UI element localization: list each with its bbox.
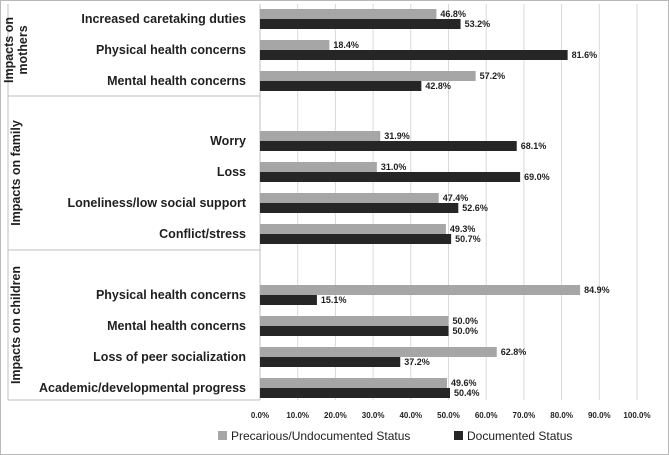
data-label: 50.0% (453, 326, 479, 336)
bar-precarious (260, 131, 381, 141)
bar-precarious (260, 162, 377, 172)
x-tick-label: 70.0% (513, 411, 536, 420)
group-label: Impacts on family (9, 120, 23, 226)
data-label: 50.4% (454, 388, 480, 398)
group-label: Impacts onmothers (2, 17, 30, 83)
bar-documented (260, 50, 568, 60)
x-tick-label: 80.0% (550, 411, 573, 420)
data-label: 52.6% (462, 203, 488, 213)
x-axis-ticks: 0.0% 10.0% 20.0% 30.0% 40.0% 50.0% 60.0% 70.0% 8… (251, 411, 651, 420)
legend-swatch-documented (454, 431, 463, 440)
data-label: 84.9% (584, 285, 610, 295)
bar-precarious (260, 40, 330, 50)
bar-documented (260, 234, 452, 244)
bar-precarious (260, 224, 446, 234)
category-label: Physical health concerns (96, 288, 246, 302)
x-tick-label: 60.0% (475, 411, 498, 420)
category-label: Loss of peer socialization (93, 350, 246, 364)
bar-precarious (260, 285, 581, 295)
bar-documented (260, 388, 451, 398)
category-label: Loneliness/low social support (67, 196, 246, 210)
x-tick-label: 50.0% (437, 411, 460, 420)
category-label: Mental health concerns (107, 319, 246, 333)
data-label: 46.8% (440, 9, 466, 19)
category-label: Worry (210, 134, 246, 148)
bar-layer (260, 9, 581, 398)
data-label: 50.7% (455, 234, 481, 244)
data-label: 50.0% (453, 316, 479, 326)
data-label: 69.0% (524, 172, 550, 182)
x-tick-label: 90.0% (588, 411, 611, 420)
data-label: 31.9% (384, 131, 410, 141)
group-label: Impacts on children (9, 266, 23, 384)
data-label: 31.0% (381, 162, 407, 172)
bar-precarious (260, 378, 447, 388)
data-label: 42.8% (425, 81, 451, 91)
data-label: 15.1% (321, 295, 347, 305)
x-tick-label: 100.0% (623, 411, 650, 420)
data-label: 49.3% (450, 224, 476, 234)
category-label: Physical health concerns (96, 43, 246, 57)
category-label: Loss (217, 165, 246, 179)
separator-layer (7, 4, 260, 401)
bar-precarious (260, 316, 449, 326)
data-label: 18.4% (333, 40, 359, 50)
data-label: 57.2% (480, 71, 506, 81)
x-tick-label: 30.0% (362, 411, 385, 420)
data-label: 47.4% (443, 193, 469, 203)
category-label: Increased caretaking duties (81, 12, 246, 26)
data-label: 81.6% (572, 50, 598, 60)
bar-documented (260, 19, 461, 29)
data-label: 49.6% (451, 378, 477, 388)
x-tick-label: 0.0% (251, 411, 269, 420)
bar-documented (260, 203, 459, 213)
x-tick-label: 40.0% (399, 411, 422, 420)
bar-documented (260, 172, 521, 182)
bar-precarious (260, 71, 476, 81)
x-tick-label: 20.0% (324, 411, 347, 420)
bar-documented (260, 141, 517, 151)
label-layer: Impacts onmothers Increased caretaking du… (2, 9, 610, 398)
category-label: Mental health concerns (107, 74, 246, 88)
legend-swatch-precarious (218, 431, 227, 440)
category-label: Academic/developmental progress (39, 381, 246, 395)
legend-label-documented: Documented Status (467, 429, 572, 443)
bar-precarious (260, 9, 437, 19)
data-label: 68.1% (521, 141, 547, 151)
data-label: 37.2% (404, 357, 430, 367)
data-label: 62.8% (501, 347, 527, 357)
bar-documented (260, 326, 449, 336)
bar-precarious (260, 193, 439, 203)
bar-documented (260, 81, 422, 91)
data-label: 53.2% (465, 19, 491, 29)
category-label: Conflict/stress (159, 227, 246, 241)
legend: Precarious/Undocumented Status Documented… (218, 429, 572, 443)
x-tick-label: 10.0% (286, 411, 309, 420)
bar-documented (260, 295, 317, 305)
bar-precarious (260, 347, 497, 357)
bar-documented (260, 357, 401, 367)
legend-label-precarious: Precarious/Undocumented Status (231, 429, 410, 443)
